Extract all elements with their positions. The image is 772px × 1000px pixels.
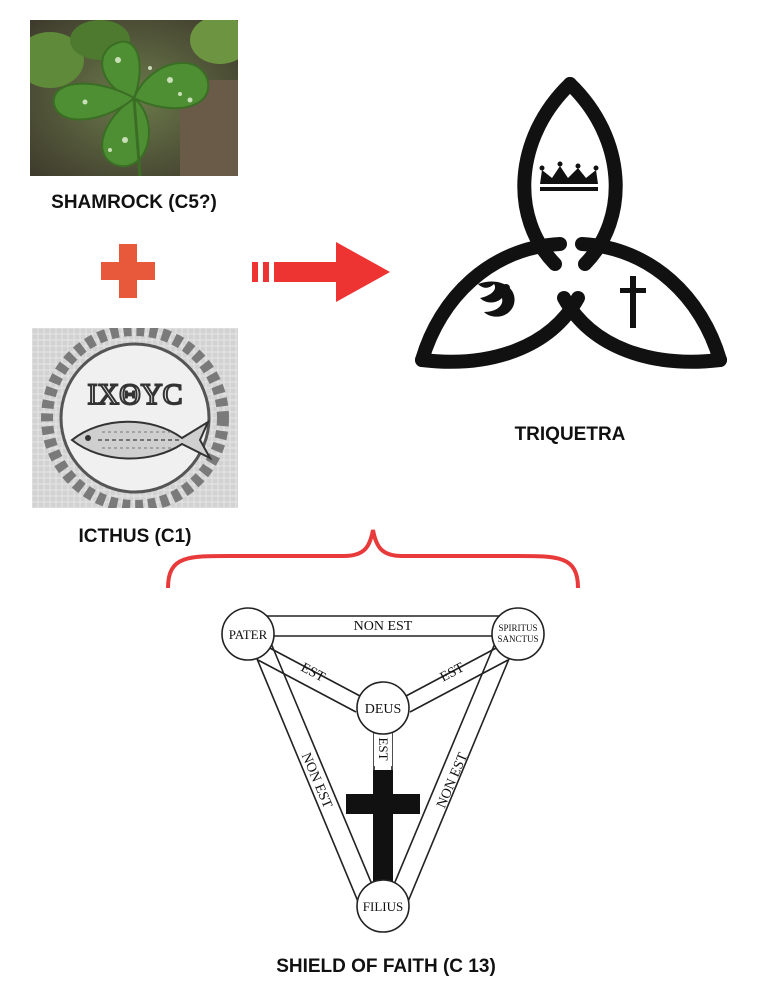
node-filius: FILIUS bbox=[363, 899, 403, 914]
edge-top-label: NON EST bbox=[354, 619, 413, 634]
shamrock-caption: SHAMROCK (C5?) bbox=[51, 192, 217, 213]
icthus-image: IXΘYC bbox=[32, 328, 238, 508]
node-spiritus-line2: SANCTUS bbox=[497, 634, 538, 644]
edge-spiritus-deus-label: EST bbox=[438, 660, 467, 685]
crown-icon bbox=[539, 161, 599, 191]
shamrock-image bbox=[30, 20, 238, 176]
edge-deus-filius-label: EST bbox=[376, 737, 391, 760]
triquetra-caption: TRIQUETRA bbox=[514, 424, 626, 445]
node-deus: DEUS bbox=[365, 702, 402, 717]
node-pater: PATER bbox=[229, 627, 268, 642]
shield-caption: SHIELD OF FAITH (C 13) bbox=[276, 956, 496, 977]
edge-right-label: NON EST bbox=[434, 750, 471, 810]
triquetra-symbol bbox=[415, 77, 727, 369]
shield-cross-icon bbox=[346, 770, 420, 882]
arrow-right-icon bbox=[252, 242, 390, 302]
plus-icon bbox=[101, 244, 155, 298]
curly-brace bbox=[166, 529, 580, 589]
node-spiritus-line1: SPIRITUS bbox=[498, 623, 537, 633]
mosaic-text: IXΘYC bbox=[88, 378, 183, 411]
shield-of-faith-diagram: PATER SPIRITUS SANCTUS DEUS FILIUS NON E… bbox=[221, 607, 545, 933]
cross-icon bbox=[620, 276, 646, 328]
icthus-caption: ICTHUS (C1) bbox=[78, 526, 192, 547]
edge-pater-deus-label: EST bbox=[298, 660, 327, 685]
dove-icon bbox=[478, 281, 515, 317]
